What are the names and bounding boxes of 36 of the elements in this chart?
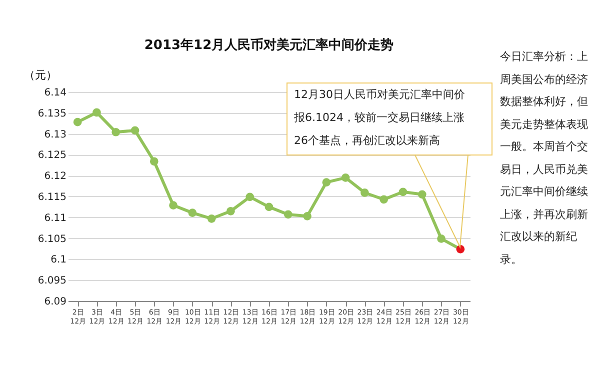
y-tick-label: 6.135 <box>38 108 66 120</box>
point <box>150 157 158 166</box>
point <box>92 108 101 117</box>
point <box>169 201 178 210</box>
point <box>73 118 82 126</box>
y-tick-label: 6.1 <box>50 254 66 266</box>
y-axis-title: （元） <box>24 68 57 82</box>
y-tick-label: 6.125 <box>38 150 66 162</box>
point <box>188 208 197 217</box>
point <box>437 234 446 243</box>
annotation: 12月30日人民币对美元汇率中间价报6.1024，较前一交易日继续上涨26个基点，再创汇改以来新高 <box>293 88 465 147</box>
y-tick-label: 6.105 <box>38 234 66 245</box>
point <box>322 178 331 186</box>
point <box>303 212 312 220</box>
chart-title: 2013年12月人民币对美元汇率中间价走势 <box>144 37 394 53</box>
point <box>130 126 140 135</box>
point <box>264 202 274 212</box>
y-tick-label: 6.115 <box>38 192 66 203</box>
point <box>246 192 254 202</box>
point <box>398 188 408 196</box>
y-tick-label: 6.12 <box>44 171 66 182</box>
y-tick-label: 6.13 <box>44 129 66 140</box>
y-tick-label: 6.095 <box>38 276 66 287</box>
point <box>226 206 235 216</box>
y-tick-label: 6.09 <box>44 296 66 308</box>
y-tick-label: 6.11 <box>44 212 66 224</box>
text: 今日汇率分析：上周美国公布的经济数据整体利好，但美元走势整体表现一般。本周首个交易日，人民币兑美元汇率中间价继续上涨，并再次刷新汇改以来的新纪录。 <box>500 50 588 266</box>
point <box>284 210 292 219</box>
point <box>341 174 350 182</box>
point <box>360 188 369 197</box>
point <box>380 195 388 204</box>
point <box>112 128 120 136</box>
point <box>418 190 426 199</box>
point <box>207 214 216 223</box>
point <box>456 244 465 254</box>
y-tick-label: 6.14 <box>44 88 66 98</box>
